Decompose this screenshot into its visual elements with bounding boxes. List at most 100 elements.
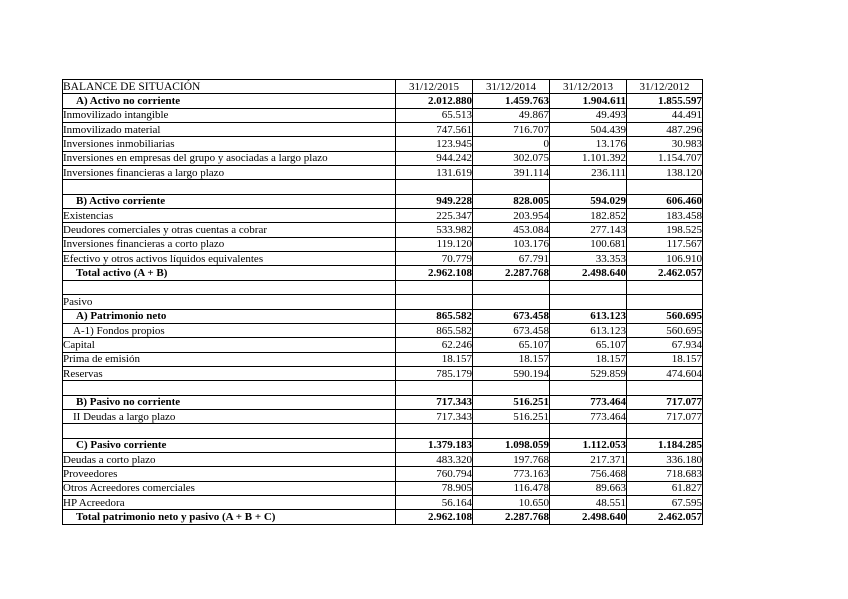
table-row: Inmovilizado intangible 65.513 49.867 49.49… bbox=[62, 107, 703, 124]
table-row: A-1) Fondos propios 865.582 673.458 613.123… bbox=[62, 322, 703, 339]
row-value bbox=[549, 294, 627, 310]
row-label: Capital bbox=[62, 337, 396, 353]
row-value: 30.983 bbox=[626, 136, 703, 152]
row-label: Inmovilizado material bbox=[62, 122, 396, 138]
row-value: 131.619 bbox=[395, 165, 473, 181]
table-row: Inversiones financieras a largo plazo 131… bbox=[62, 165, 703, 181]
row-value: 1.112.053 bbox=[549, 437, 627, 453]
row-value: 117.567 bbox=[626, 236, 703, 253]
row-value: 100.681 bbox=[549, 236, 627, 253]
row-value: 336.180 bbox=[626, 451, 703, 468]
row-label: Otros Acreedores comerciales bbox=[62, 480, 396, 496]
row-label bbox=[62, 279, 396, 296]
row-value bbox=[549, 279, 627, 296]
row-value: 67.791 bbox=[472, 251, 550, 267]
row-value: 70.779 bbox=[395, 251, 473, 267]
row-value bbox=[395, 423, 473, 439]
table-row: Otros Acreedores comerciales 78.905 116.47… bbox=[62, 480, 703, 496]
row-value: 116.478 bbox=[472, 480, 550, 496]
row-value: 277.143 bbox=[549, 222, 627, 238]
table-row-empty bbox=[62, 279, 703, 296]
table-row: C) Pasivo corriente 1.379.183 1.098.059 1.1… bbox=[62, 437, 703, 453]
row-value: 1.459.763 bbox=[472, 93, 550, 109]
row-value bbox=[549, 380, 627, 396]
row-value: 516.251 bbox=[472, 394, 550, 410]
row-value: 89.663 bbox=[549, 480, 627, 496]
row-value: 2.962.108 bbox=[395, 509, 473, 525]
table-row: Proveedores 760.794 773.163 756.468 718.683 bbox=[62, 466, 703, 482]
row-value: 0 bbox=[472, 136, 550, 152]
row-value: 773.163 bbox=[472, 466, 550, 482]
table-row: HP Acreedora 56.164 10.650 48.551 67.595 bbox=[62, 494, 703, 511]
row-value bbox=[549, 179, 627, 195]
row-label: Proveedores bbox=[62, 466, 396, 482]
row-value: 487.296 bbox=[626, 122, 703, 138]
table-row: Pasivo bbox=[62, 294, 703, 310]
table-row: Inversiones en empresas del grupo y asoc… bbox=[62, 150, 703, 167]
table-row-empty bbox=[62, 423, 703, 439]
row-label: Reservas bbox=[62, 365, 396, 382]
row-value: 106.910 bbox=[626, 251, 703, 267]
row-value: 533.982 bbox=[395, 222, 473, 238]
table-row: Reservas 785.179 590.194 529.859 474.604 bbox=[62, 365, 703, 382]
table-row: Inversiones inmobiliarias 123.945 0 13.176 3… bbox=[62, 136, 703, 152]
row-label: Total patrimonio neto y pasivo (A + B + … bbox=[62, 509, 396, 525]
row-value: 717.343 bbox=[395, 408, 473, 425]
row-value: 474.604 bbox=[626, 365, 703, 382]
row-value: 138.120 bbox=[626, 165, 703, 181]
row-value: 2.012.880 bbox=[395, 93, 473, 109]
row-value: 65.513 bbox=[395, 107, 473, 124]
row-value bbox=[626, 294, 703, 310]
row-value bbox=[395, 179, 473, 195]
row-value: 67.934 bbox=[626, 337, 703, 353]
row-label: B) Pasivo no corriente bbox=[62, 394, 396, 410]
row-label: Pasivo bbox=[62, 294, 396, 310]
row-label: Inmovilizado intangible bbox=[62, 107, 396, 124]
row-label: A) Patrimonio neto bbox=[62, 308, 396, 324]
row-value: 453.084 bbox=[472, 222, 550, 238]
row-value: 1.855.597 bbox=[626, 93, 703, 109]
row-value: 717.077 bbox=[626, 394, 703, 410]
row-value bbox=[395, 294, 473, 310]
row-value: 18.157 bbox=[549, 351, 627, 367]
row-value: 2.462.057 bbox=[626, 265, 703, 281]
row-label: Inversiones inmobiliarias bbox=[62, 136, 396, 152]
row-value bbox=[626, 380, 703, 396]
row-value bbox=[395, 380, 473, 396]
row-value: 2.962.108 bbox=[395, 265, 473, 281]
row-label bbox=[62, 380, 396, 396]
row-label: II Deudas a largo plazo bbox=[62, 408, 396, 425]
row-value: 2.498.640 bbox=[549, 265, 627, 281]
row-label: C) Pasivo corriente bbox=[62, 437, 396, 453]
row-value: 949.228 bbox=[395, 193, 473, 210]
row-value: 183.458 bbox=[626, 208, 703, 224]
table-row: II Deudas a largo plazo 717.343 516.251 773… bbox=[62, 408, 703, 425]
table-row: Prima de emisión 18.157 18.157 18.157 18.157 bbox=[62, 351, 703, 367]
row-value: 747.561 bbox=[395, 122, 473, 138]
row-value bbox=[395, 279, 473, 296]
row-value: 1.904.611 bbox=[549, 93, 627, 109]
row-value: 182.852 bbox=[549, 208, 627, 224]
row-value: 673.458 bbox=[472, 308, 550, 324]
row-value: 119.120 bbox=[395, 236, 473, 253]
row-label: Prima de emisión bbox=[62, 351, 396, 367]
row-value: 613.123 bbox=[549, 322, 627, 339]
row-label bbox=[62, 423, 396, 439]
row-value: 560.695 bbox=[626, 308, 703, 324]
row-label: Total activo (A + B) bbox=[62, 265, 396, 281]
row-value bbox=[472, 279, 550, 296]
row-label: HP Acreedora bbox=[62, 494, 396, 511]
row-value: 865.582 bbox=[395, 308, 473, 324]
row-value: 48.551 bbox=[549, 494, 627, 511]
table-header-row: BALANCE DE SITUACIÓN 31/12/2015 31/12/20… bbox=[62, 78, 703, 95]
column-header-date-2013: 31/12/2013 bbox=[549, 78, 627, 95]
row-value: 18.157 bbox=[472, 351, 550, 367]
row-value: 613.123 bbox=[549, 308, 627, 324]
row-label: Deudas a corto plazo bbox=[62, 451, 396, 468]
row-value: 1.098.059 bbox=[472, 437, 550, 453]
table-row: A) Activo no corriente 2.012.880 1.459.763… bbox=[62, 93, 703, 109]
row-label: Existencias bbox=[62, 208, 396, 224]
row-value: 673.458 bbox=[472, 322, 550, 339]
row-value: 1.379.183 bbox=[395, 437, 473, 453]
